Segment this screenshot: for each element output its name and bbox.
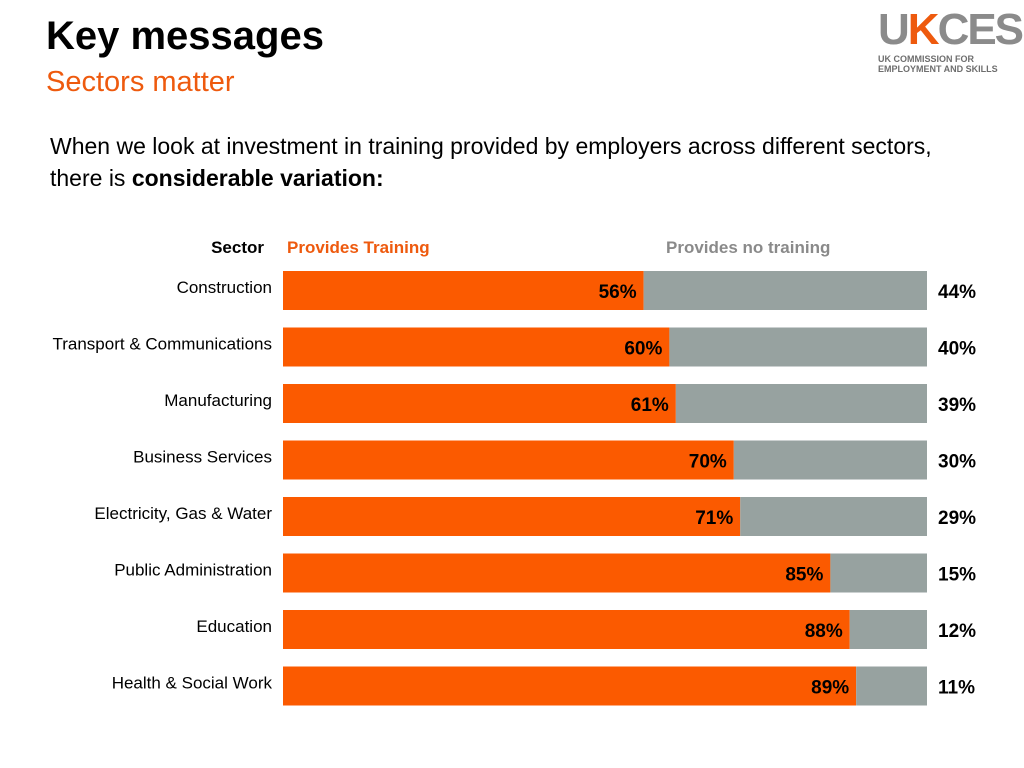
bar-provides-no-training — [643, 271, 927, 310]
data-label-provides-no-training: 44% — [938, 282, 976, 303]
bar-provides-no-training — [669, 327, 927, 367]
data-label-provides-no-training: 11% — [938, 678, 975, 699]
bar-provides-training — [283, 610, 850, 649]
data-label-provides-no-training: 40% — [938, 339, 976, 360]
category-label: Electricity, Gas & Water — [94, 504, 272, 523]
category-label: Education — [196, 617, 272, 636]
bar-provides-training — [283, 666, 857, 706]
category-label: Manufacturing — [164, 391, 272, 410]
bar-provides-training — [283, 384, 676, 423]
data-label-provides-no-training: 30% — [938, 452, 976, 473]
data-label-provides-no-training: 29% — [938, 508, 976, 529]
bar-provides-no-training — [830, 553, 927, 593]
bar-provides-training — [283, 327, 670, 367]
data-label-provides-no-training: 39% — [938, 395, 976, 416]
data-label-provides-no-training: 12% — [938, 621, 976, 642]
data-label-provides-no-training: 15% — [938, 565, 976, 586]
logo-tagline-line2: EMPLOYMENT AND SKILLS — [878, 64, 998, 74]
category-label: Construction — [177, 278, 272, 297]
category-label: Public Administration — [114, 561, 272, 580]
ukces-logo: UKCES UK COMMISSION FOR EMPLOYMENT AND S… — [878, 5, 1024, 75]
bar-provides-training — [283, 553, 831, 593]
data-label-provides-training: 70% — [689, 452, 727, 473]
data-label-provides-training: 88% — [805, 621, 843, 642]
legend-provides-no-training: Provides no training — [666, 238, 830, 257]
logo-tagline-line1: UK COMMISSION FOR — [878, 54, 974, 64]
logo-mark: UKCES — [878, 5, 1024, 54]
bar-provides-training — [283, 271, 644, 310]
logo-tagline: UK COMMISSION FOR EMPLOYMENT AND SKILLS — [878, 54, 1008, 74]
data-label-provides-training: 61% — [631, 395, 669, 416]
intro-text-emphasis: considerable variation: — [131, 165, 384, 191]
bar-provides-no-training — [849, 610, 927, 649]
intro-text-body: When we look at investment in training p… — [50, 133, 932, 191]
data-label-provides-training: 60% — [624, 339, 662, 360]
page-subtitle: Sectors matter — [46, 66, 235, 98]
legend-provides-training: Provides Training — [287, 238, 430, 257]
bar-provides-no-training — [675, 384, 927, 423]
category-label: Business Services — [133, 448, 272, 467]
data-label-provides-training: 89% — [811, 678, 849, 699]
bar-provides-training — [283, 497, 741, 536]
bar-provides-no-training — [740, 497, 927, 536]
bar-provides-training — [283, 440, 734, 480]
page-title: Key messages — [46, 14, 324, 58]
data-label-provides-training: 85% — [785, 565, 823, 586]
category-label: Transport & Communications — [52, 335, 272, 354]
sector-column-header: Sector — [211, 238, 264, 257]
data-label-provides-training: 56% — [599, 282, 637, 303]
bar-provides-no-training — [733, 440, 927, 480]
bar-provides-no-training — [856, 666, 927, 706]
category-label: Health & Social Work — [112, 674, 273, 693]
intro-text: When we look at investment in training p… — [50, 130, 970, 194]
data-label-provides-training: 71% — [695, 508, 733, 529]
training-by-sector-chart: Sector Provides Training Provides no train… — [52, 238, 976, 706]
